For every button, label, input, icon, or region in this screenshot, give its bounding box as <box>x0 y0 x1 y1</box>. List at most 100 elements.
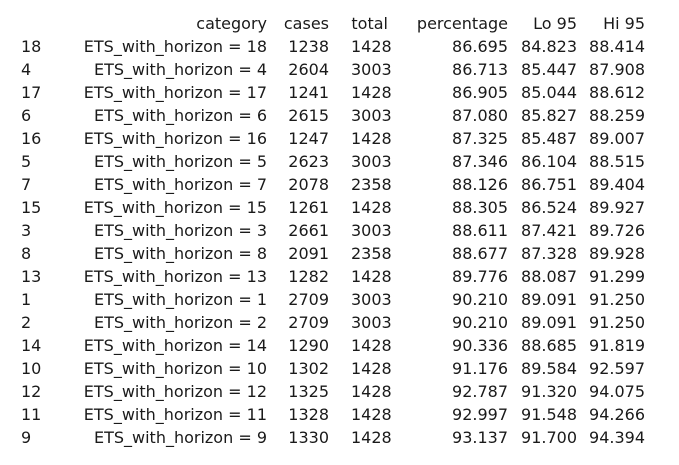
row-hi95: 91.299 <box>589 267 645 286</box>
row-cases: 1302 <box>288 359 329 378</box>
row-cases: 2709 <box>288 290 329 309</box>
row-category: ETS_with_horizon = 8 <box>93 244 267 263</box>
table-row: 4 ETS_with_horizon = 4 2604 3003 86.713 85.44… <box>0 58 679 81</box>
row-lo95: 87.328 <box>521 244 577 263</box>
row-total: 1428 <box>351 83 392 102</box>
row-index: 17 <box>21 83 42 102</box>
row-lo95: 91.700 <box>521 428 577 447</box>
row-category: ETS_with_horizon = 9 <box>93 428 267 447</box>
row-index: 7 <box>21 175 32 194</box>
row-cases: 2709 <box>288 313 329 332</box>
row-percentage: 87.080 <box>452 106 508 125</box>
row-hi95: 89.726 <box>589 221 645 240</box>
row-category: ETS_with_horizon = 4 <box>93 60 267 79</box>
row-hi95: 91.819 <box>589 336 645 355</box>
header-hi95: Hi 95 <box>603 14 645 33</box>
row-index: 13 <box>21 267 42 286</box>
row-index: 5 <box>21 152 32 171</box>
row-percentage: 86.713 <box>452 60 508 79</box>
row-percentage: 89.776 <box>452 267 508 286</box>
row-percentage: 86.695 <box>452 37 508 56</box>
row-hi95: 89.928 <box>589 244 645 263</box>
row-percentage: 90.210 <box>452 290 508 309</box>
row-category: ETS_with_horizon = 16 <box>83 129 267 148</box>
row-index: 9 <box>21 428 32 447</box>
row-category: ETS_with_horizon = 18 <box>83 37 267 56</box>
row-lo95: 84.823 <box>521 37 577 56</box>
row-category: ETS_with_horizon = 5 <box>93 152 267 171</box>
table-row: 14 ETS_with_horizon = 14 1290 1428 90.336 88.… <box>0 334 679 357</box>
row-percentage: 93.137 <box>452 428 508 447</box>
row-total: 1428 <box>351 359 392 378</box>
table-body: 18 ETS_with_horizon = 18 1238 1428 86.695 84.… <box>0 35 679 449</box>
row-total: 1428 <box>351 382 392 401</box>
table-row: 5 ETS_with_horizon = 5 2623 3003 87.346 86.10… <box>0 150 679 173</box>
row-lo95: 87.421 <box>521 221 577 240</box>
table-row: 2 ETS_with_horizon = 2 2709 3003 90.210 89.09… <box>0 311 679 334</box>
row-percentage: 91.176 <box>452 359 508 378</box>
table-row: 16 ETS_with_horizon = 16 1247 1428 87.325 85.… <box>0 127 679 150</box>
row-total: 3003 <box>351 290 392 309</box>
header-total: total <box>351 14 388 33</box>
row-hi95: 94.394 <box>589 428 645 447</box>
header-lo95: Lo 95 <box>533 14 577 33</box>
row-hi95: 94.075 <box>589 382 645 401</box>
row-hi95: 94.266 <box>589 405 645 424</box>
row-index: 15 <box>21 198 42 217</box>
row-total: 3003 <box>351 106 392 125</box>
row-lo95: 85.044 <box>521 83 577 102</box>
row-hi95: 88.414 <box>589 37 645 56</box>
row-category: ETS_with_horizon = 12 <box>83 382 267 401</box>
row-lo95: 91.320 <box>521 382 577 401</box>
row-category: ETS_with_horizon = 7 <box>93 175 267 194</box>
row-lo95: 85.447 <box>521 60 577 79</box>
row-cases: 1290 <box>288 336 329 355</box>
row-cases: 1261 <box>288 198 329 217</box>
row-total: 3003 <box>351 60 392 79</box>
row-cases: 2615 <box>288 106 329 125</box>
row-hi95: 92.597 <box>589 359 645 378</box>
row-total: 2358 <box>351 175 392 194</box>
table-row: 11 ETS_with_horizon = 11 1328 1428 92.997 91.… <box>0 403 679 426</box>
row-lo95: 89.091 <box>521 313 577 332</box>
row-total: 3003 <box>351 221 392 240</box>
row-total: 1428 <box>351 405 392 424</box>
row-hi95: 91.250 <box>589 290 645 309</box>
row-percentage: 87.346 <box>452 152 508 171</box>
table-row: 15 ETS_with_horizon = 15 1261 1428 88.305 86.… <box>0 196 679 219</box>
row-cases: 1282 <box>288 267 329 286</box>
row-index: 2 <box>21 313 32 332</box>
row-index: 8 <box>21 244 32 263</box>
table-row: 10 ETS_with_horizon = 10 1302 1428 91.176 89.… <box>0 357 679 380</box>
row-category: ETS_with_horizon = 14 <box>83 336 267 355</box>
row-lo95: 88.087 <box>521 267 577 286</box>
row-index: 18 <box>21 37 42 56</box>
table-row: 13 ETS_with_horizon = 13 1282 1428 89.776 88.… <box>0 265 679 288</box>
row-total: 1428 <box>351 129 392 148</box>
row-category: ETS_with_horizon = 10 <box>83 359 267 378</box>
row-percentage: 88.305 <box>452 198 508 217</box>
row-total: 3003 <box>351 152 392 171</box>
row-lo95: 86.104 <box>521 152 577 171</box>
header-percentage: percentage <box>416 14 508 33</box>
header-category: category <box>196 14 267 33</box>
table-row: 6 ETS_with_horizon = 6 2615 3003 87.080 85.82… <box>0 104 679 127</box>
row-index: 1 <box>21 290 32 309</box>
row-total: 1428 <box>351 37 392 56</box>
row-index: 4 <box>21 60 32 79</box>
row-index: 16 <box>21 129 42 148</box>
row-lo95: 88.685 <box>521 336 577 355</box>
row-category: ETS_with_horizon = 1 <box>93 290 267 309</box>
row-cases: 1238 <box>288 37 329 56</box>
table-row: 8 ETS_with_horizon = 8 2091 2358 88.677 87.32… <box>0 242 679 265</box>
table-row: 3 ETS_with_horizon = 3 2661 3003 88.611 87.42… <box>0 219 679 242</box>
row-category: ETS_with_horizon = 11 <box>83 405 267 424</box>
row-index: 6 <box>21 106 32 125</box>
row-percentage: 86.905 <box>452 83 508 102</box>
console-output: category cases total percentage Lo 95 Hi… <box>0 12 679 449</box>
row-percentage: 88.677 <box>452 244 508 263</box>
row-lo95: 86.524 <box>521 198 577 217</box>
row-percentage: 87.325 <box>452 129 508 148</box>
row-cases: 1328 <box>288 405 329 424</box>
row-cases: 2623 <box>288 152 329 171</box>
